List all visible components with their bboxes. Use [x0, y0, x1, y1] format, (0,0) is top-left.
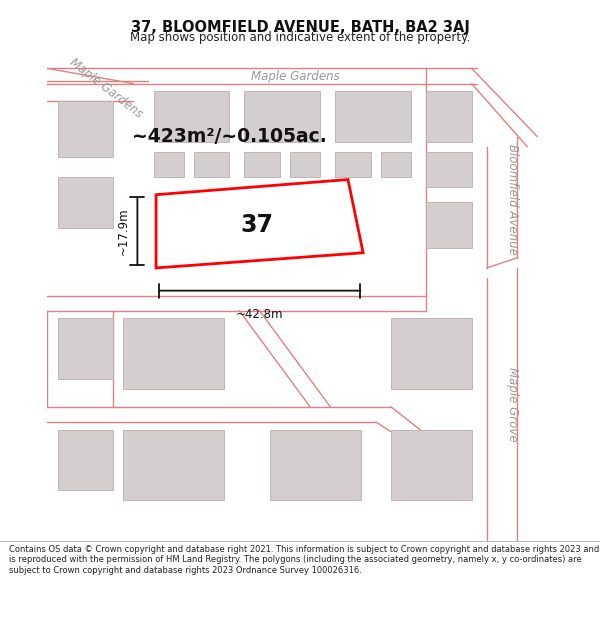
Polygon shape [123, 429, 224, 500]
Polygon shape [426, 202, 472, 248]
Text: ~423m²/~0.105ac.: ~423m²/~0.105ac. [132, 127, 326, 146]
Polygon shape [335, 91, 411, 142]
Text: Bloomfield Avenue: Bloomfield Avenue [506, 144, 518, 255]
Polygon shape [381, 152, 411, 177]
Text: Maple Gardens: Maple Gardens [251, 69, 340, 82]
Text: ~17.9m: ~17.9m [117, 208, 130, 255]
Polygon shape [154, 91, 229, 142]
Polygon shape [426, 91, 472, 142]
Text: ~42.8m: ~42.8m [236, 308, 283, 321]
Text: Maple Grove: Maple Grove [506, 367, 518, 442]
Polygon shape [391, 429, 472, 500]
Polygon shape [58, 318, 113, 379]
Text: 37: 37 [241, 213, 274, 237]
Text: Map shows position and indicative extent of the property.: Map shows position and indicative extent… [130, 31, 470, 44]
Polygon shape [194, 152, 229, 177]
Polygon shape [58, 429, 113, 490]
Polygon shape [270, 429, 361, 500]
Polygon shape [290, 152, 320, 177]
Polygon shape [335, 152, 371, 177]
Polygon shape [391, 318, 472, 389]
Polygon shape [58, 101, 113, 157]
Text: 37, BLOOMFIELD AVENUE, BATH, BA2 3AJ: 37, BLOOMFIELD AVENUE, BATH, BA2 3AJ [131, 20, 469, 35]
Polygon shape [154, 152, 184, 177]
Polygon shape [244, 91, 320, 142]
Polygon shape [123, 318, 224, 389]
Text: Contains OS data © Crown copyright and database right 2021. This information is : Contains OS data © Crown copyright and d… [9, 545, 599, 575]
Polygon shape [58, 177, 113, 227]
Polygon shape [156, 179, 363, 268]
Polygon shape [244, 152, 280, 177]
Text: Maple Gardens: Maple Gardens [67, 56, 145, 121]
Polygon shape [426, 152, 472, 187]
